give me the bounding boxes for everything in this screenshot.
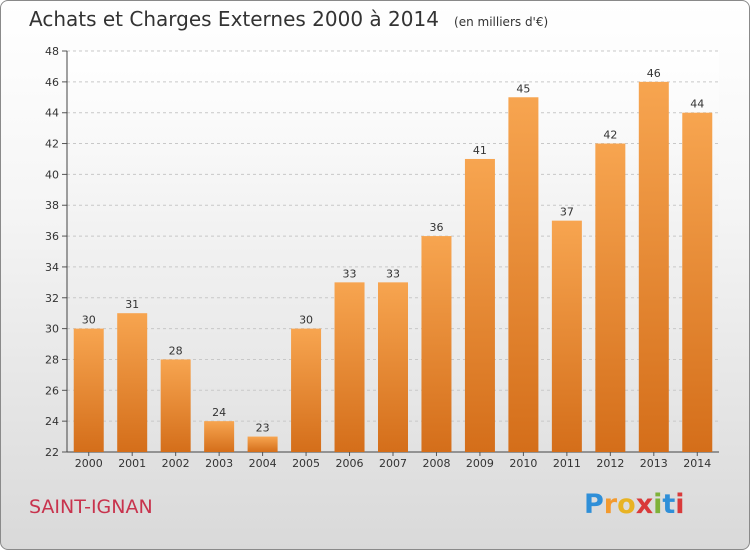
data-label: 36 (429, 221, 443, 234)
bar (334, 282, 365, 452)
y-tick-label: 32 (45, 292, 59, 305)
y-tick-label: 36 (45, 230, 59, 243)
data-label: 30 (82, 314, 96, 327)
data-label: 45 (516, 82, 530, 95)
bar (638, 81, 669, 452)
y-tick-label: 48 (45, 45, 59, 58)
data-label: 31 (125, 298, 139, 311)
y-tick-label: 46 (45, 76, 59, 89)
y-tick-label: 24 (45, 415, 59, 428)
bar (247, 436, 278, 452)
data-label: 33 (343, 267, 357, 280)
chart-subtitle: (en milliers d'€) (454, 15, 549, 29)
y-tick-label: 42 (45, 138, 59, 151)
bar (421, 236, 452, 452)
bar (595, 143, 626, 453)
x-tick-label: 2011 (553, 457, 581, 470)
logo-letter: i (653, 489, 663, 520)
x-tick-label: 2002 (162, 457, 190, 470)
y-tick-label: 30 (45, 323, 59, 336)
data-label: 30 (299, 314, 313, 327)
data-label: 28 (169, 344, 183, 357)
bar (682, 112, 713, 452)
bar (551, 220, 582, 452)
commune-name: SAINT-IGNAN (29, 496, 153, 518)
y-tick-label: 28 (45, 353, 59, 366)
bar (117, 313, 148, 452)
data-label: 44 (690, 98, 704, 111)
data-label: 23 (256, 422, 270, 435)
bar (73, 328, 104, 452)
logo-letter: i (675, 489, 685, 520)
bar (204, 421, 235, 452)
x-tick-label: 2001 (118, 457, 146, 470)
data-label: 33 (386, 267, 400, 280)
x-tick-label: 2010 (509, 457, 537, 470)
x-tick-label: 2008 (422, 457, 450, 470)
x-tick-label: 2014 (683, 457, 711, 470)
bar (464, 158, 495, 452)
data-label: 37 (560, 206, 574, 219)
logo-letter: x (635, 489, 654, 520)
logo-letter: t (662, 489, 676, 520)
data-label: 41 (473, 144, 487, 157)
bar (291, 328, 322, 452)
x-tick-label: 2005 (292, 457, 320, 470)
y-tick-label: 34 (45, 261, 59, 274)
chart-title: Achats et Charges Externes 2000 à 2014 (29, 7, 439, 31)
data-label: 46 (647, 67, 661, 80)
x-tick-label: 2004 (249, 457, 277, 470)
x-tick-label: 2003 (205, 457, 233, 470)
logo-letter: P (584, 489, 604, 520)
title-block: Achats et Charges Externes 2000 à 2014 (… (29, 7, 548, 31)
logo-letter: r (603, 489, 618, 520)
bar (160, 359, 191, 452)
bar (508, 97, 539, 453)
bar (378, 282, 408, 452)
y-tick-label: 38 (45, 199, 59, 212)
x-tick-label: 2007 (379, 457, 407, 470)
x-tick-label: 2009 (466, 457, 494, 470)
y-tick-label: 26 (45, 384, 59, 397)
logo-letter: o (617, 489, 636, 520)
x-tick-label: 2000 (75, 457, 103, 470)
x-tick-label: 2013 (640, 457, 668, 470)
x-tick-label: 2012 (596, 457, 624, 470)
y-tick-label: 40 (45, 168, 59, 181)
proxiti-logo: Proxiti (584, 489, 685, 520)
y-tick-label: 22 (45, 446, 59, 459)
data-label: 42 (603, 129, 617, 142)
y-tick-label: 44 (45, 107, 59, 120)
data-label: 24 (212, 406, 226, 419)
x-tick-label: 2006 (336, 457, 364, 470)
